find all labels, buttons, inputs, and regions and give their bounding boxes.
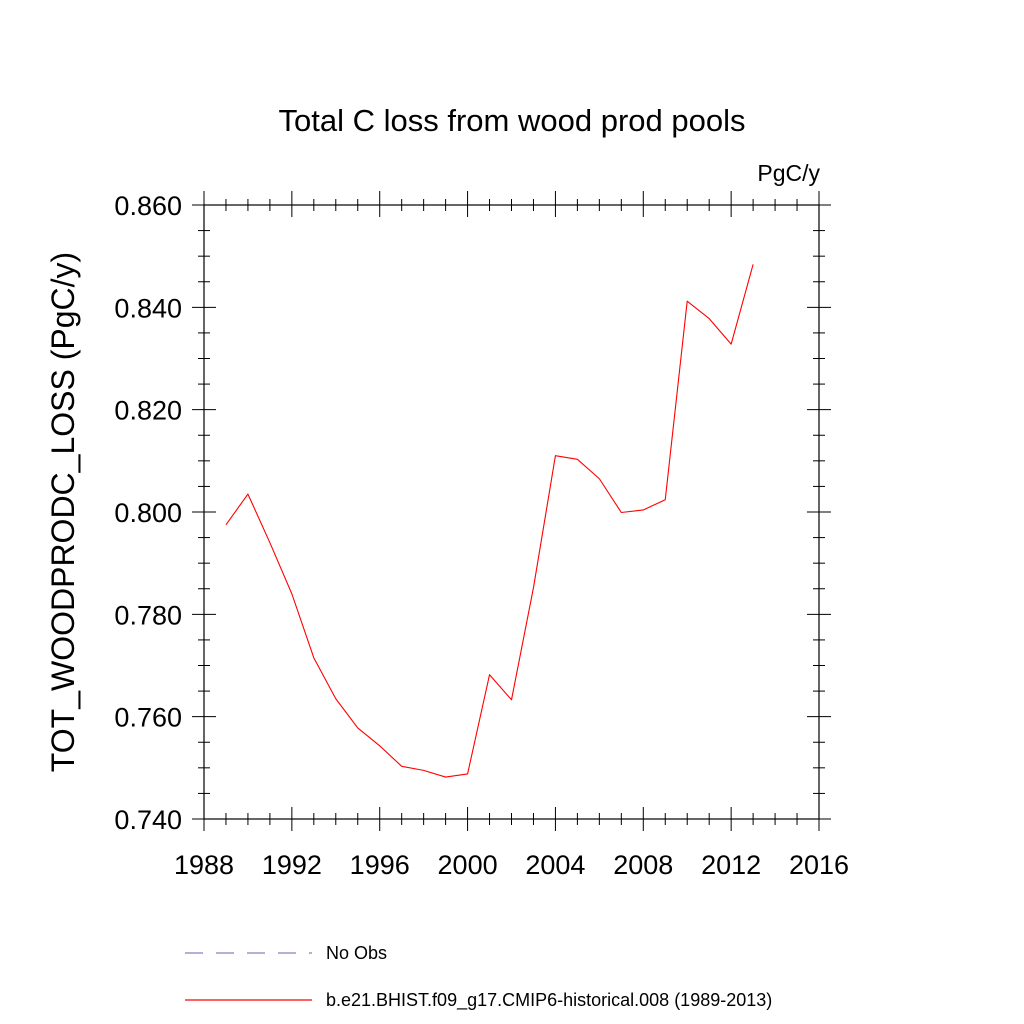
x-tick-label: 2004 bbox=[525, 850, 585, 880]
x-tick-label: 1988 bbox=[174, 850, 234, 880]
legend-label-no-obs: No Obs bbox=[326, 943, 387, 963]
y-tick-labels: 0.740 0.760 0.780 0.800 0.820 0.840 0.860 bbox=[114, 191, 182, 835]
y-tick-label: 0.840 bbox=[114, 293, 182, 323]
units-label: PgC/y bbox=[757, 160, 820, 186]
series-line bbox=[225, 264, 754, 778]
x-tick-label: 2016 bbox=[789, 850, 849, 880]
legend-label-historical: b.e21.BHIST.f09_g17.CMIP6-historical.008… bbox=[326, 990, 772, 1011]
x-tick-label: 2000 bbox=[438, 850, 498, 880]
y-tick-label: 0.820 bbox=[114, 396, 182, 426]
x-tick-labels: 1988 1992 1996 2000 2004 2008 2012 2016 bbox=[174, 850, 849, 880]
y-tick-label: 0.780 bbox=[114, 600, 182, 630]
x-tick-label: 1996 bbox=[350, 850, 410, 880]
chart-title: Total C loss from wood prod pools bbox=[279, 103, 746, 138]
y-tick-label: 0.740 bbox=[114, 805, 182, 835]
legend: No Obs b.e21.BHIST.f09_g17.CMIP6-histori… bbox=[185, 943, 772, 1011]
plot-frame bbox=[203, 204, 820, 820]
series-layer bbox=[225, 264, 754, 778]
x-tick-label: 2008 bbox=[613, 850, 673, 880]
y-tick-label: 0.800 bbox=[114, 498, 182, 528]
y-axis-label: TOT_WOODPRODC_LOSS (PgC/y) bbox=[45, 252, 81, 772]
x-tick-label: 2012 bbox=[701, 850, 761, 880]
y-tick-label: 0.760 bbox=[114, 703, 182, 733]
y-tick-label: 0.860 bbox=[114, 191, 182, 221]
axis-ticks bbox=[192, 191, 831, 831]
x-tick-label: 1992 bbox=[262, 850, 322, 880]
